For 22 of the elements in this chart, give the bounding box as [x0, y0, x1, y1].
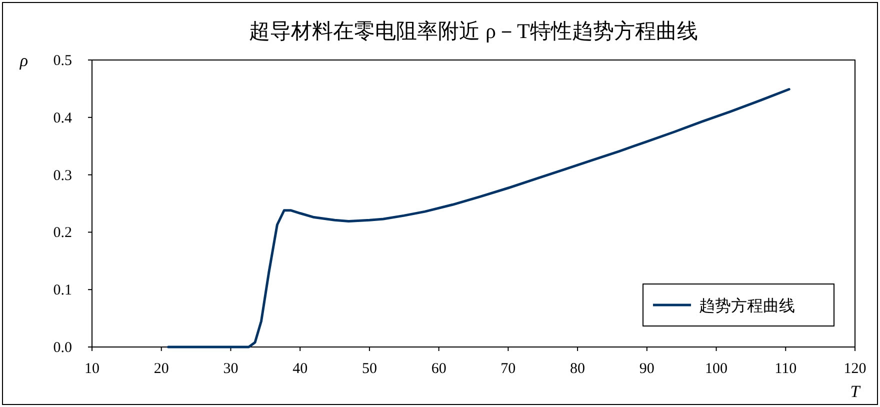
x-tick-label: 120 [844, 361, 866, 377]
chart-title: 超导材料在零电阻率附近 ρ－T特性趋势方程曲线 [249, 19, 698, 43]
x-tick-label: 40 [292, 361, 308, 377]
y-tick-label: 0.4 [53, 110, 72, 126]
y-axis-title: ρ [18, 51, 28, 70]
x-tick-label: 70 [500, 361, 516, 377]
x-tick-label: 30 [223, 361, 238, 377]
x-tick-label: 90 [639, 361, 654, 377]
y-tick-label: 0.1 [53, 282, 72, 299]
y-tick-label: 0.3 [53, 168, 72, 184]
x-tick-label: 100 [705, 361, 728, 377]
x-tick-label: 10 [84, 361, 100, 377]
y-tick-label: 0.0 [53, 340, 72, 356]
x-tick-label: 80 [570, 361, 586, 377]
legend-label: 趋势方程曲线 [699, 297, 795, 315]
x-tick-label: 60 [431, 361, 446, 377]
y-tick-label: 0.5 [53, 53, 72, 69]
x-tick-label: 50 [362, 361, 377, 377]
x-axis-title: T [850, 382, 862, 401]
y-tick-label: 0.2 [53, 225, 72, 242]
x-tick-label: 110 [774, 361, 797, 377]
x-tick-label: 20 [154, 361, 169, 377]
